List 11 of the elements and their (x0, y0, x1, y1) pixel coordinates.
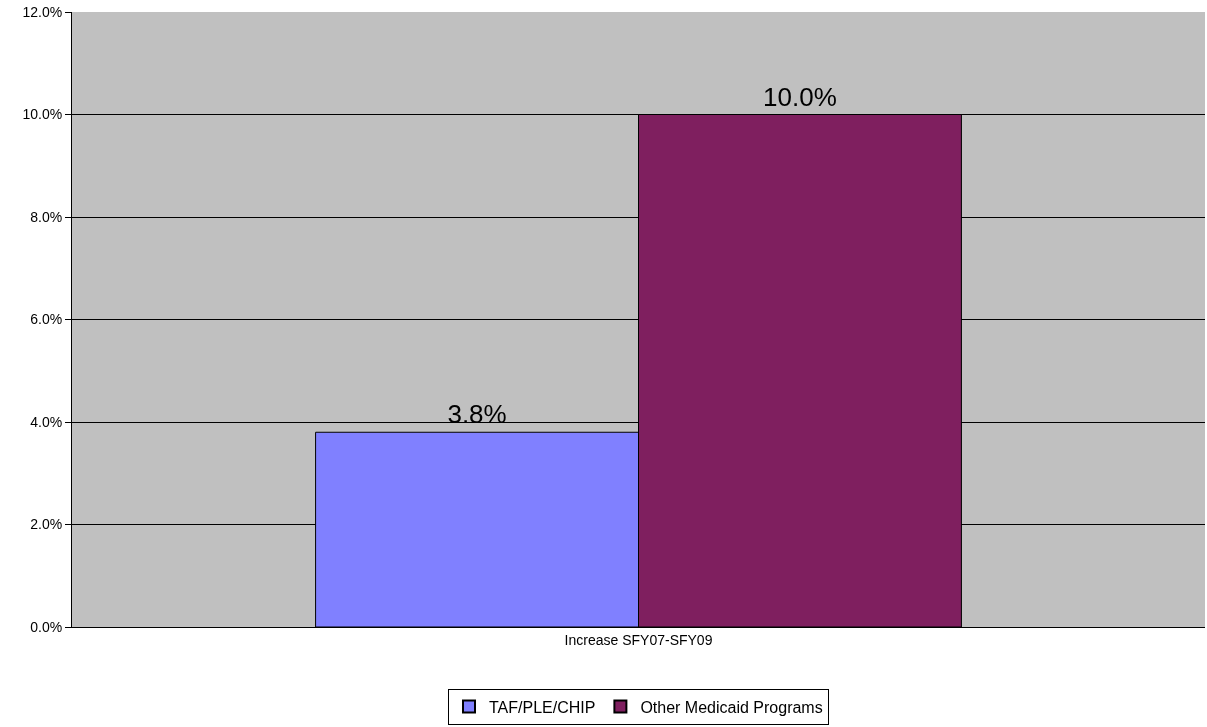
y-tick-label: 0.0% (30, 618, 63, 635)
y-tick-label: 6.0% (30, 311, 63, 328)
y-tick-label: 4.0% (30, 413, 63, 430)
y-tick-label: 2.0% (30, 516, 63, 533)
y-tick-label: 12.0% (22, 3, 63, 20)
x-tick-label: Increase SFY07-SFY09 (564, 631, 713, 648)
legend-label: TAF/PLE/CHIP (489, 698, 596, 716)
legend-label: Other Medicaid Programs (640, 698, 823, 716)
data-label: 10.0% (763, 81, 837, 112)
y-tick-label: 10.0% (22, 106, 63, 123)
y-tick-label: 8.0% (30, 208, 63, 225)
